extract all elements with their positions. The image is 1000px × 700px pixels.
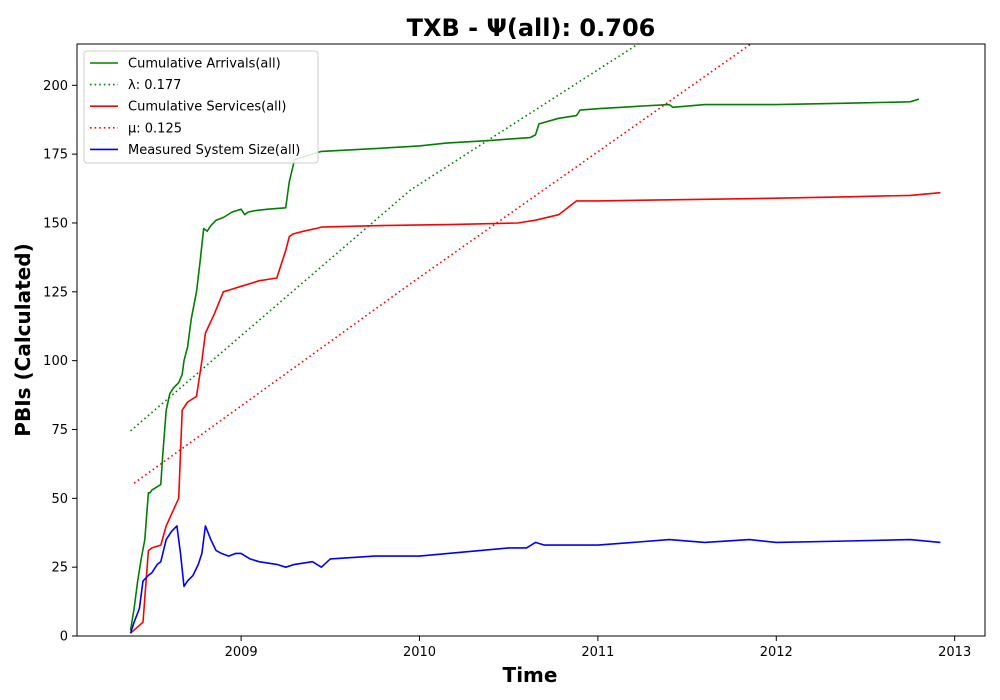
y-tick-label-4: 100	[43, 354, 68, 369]
y-tick-label-7: 175	[43, 148, 68, 163]
legend-label-3: μ: 0.125	[128, 121, 182, 136]
series-line-0	[131, 99, 920, 630]
y-axis-title: PBIs (Calculated)	[11, 243, 35, 436]
x-tick-label-0: 2009	[225, 645, 258, 660]
x-axis-title: Time	[503, 663, 558, 687]
y-tick-label-2: 50	[51, 492, 68, 507]
x-tick-label-4: 2013	[938, 645, 971, 660]
y-tick-label-1: 25	[51, 561, 68, 576]
x-tick-label-1: 2010	[403, 645, 436, 660]
legend-label-1: λ: 0.177	[128, 78, 181, 93]
y-tick-label-8: 200	[43, 79, 68, 94]
chart-title: TXB - Ψ(all): 0.706	[407, 14, 656, 42]
series-line-4	[131, 526, 941, 633]
legend-label-4: Measured System Size(all)	[128, 143, 300, 158]
x-tick-label-2: 2011	[581, 645, 614, 660]
series-line-2	[131, 193, 941, 634]
legend: Cumulative Arrivals(all) λ: 0.177 Cumulati…	[84, 51, 318, 163]
y-tick-label-6: 150	[43, 216, 68, 231]
legend-label-0: Cumulative Arrivals(all)	[128, 57, 281, 72]
x-tick-label-3: 2012	[760, 645, 793, 660]
y-tick-label-0: 0	[60, 630, 68, 645]
y-tick-label-5: 125	[43, 285, 68, 300]
y-tick-label-3: 75	[51, 423, 68, 438]
legend-label-2: Cumulative Services(all)	[128, 100, 286, 115]
